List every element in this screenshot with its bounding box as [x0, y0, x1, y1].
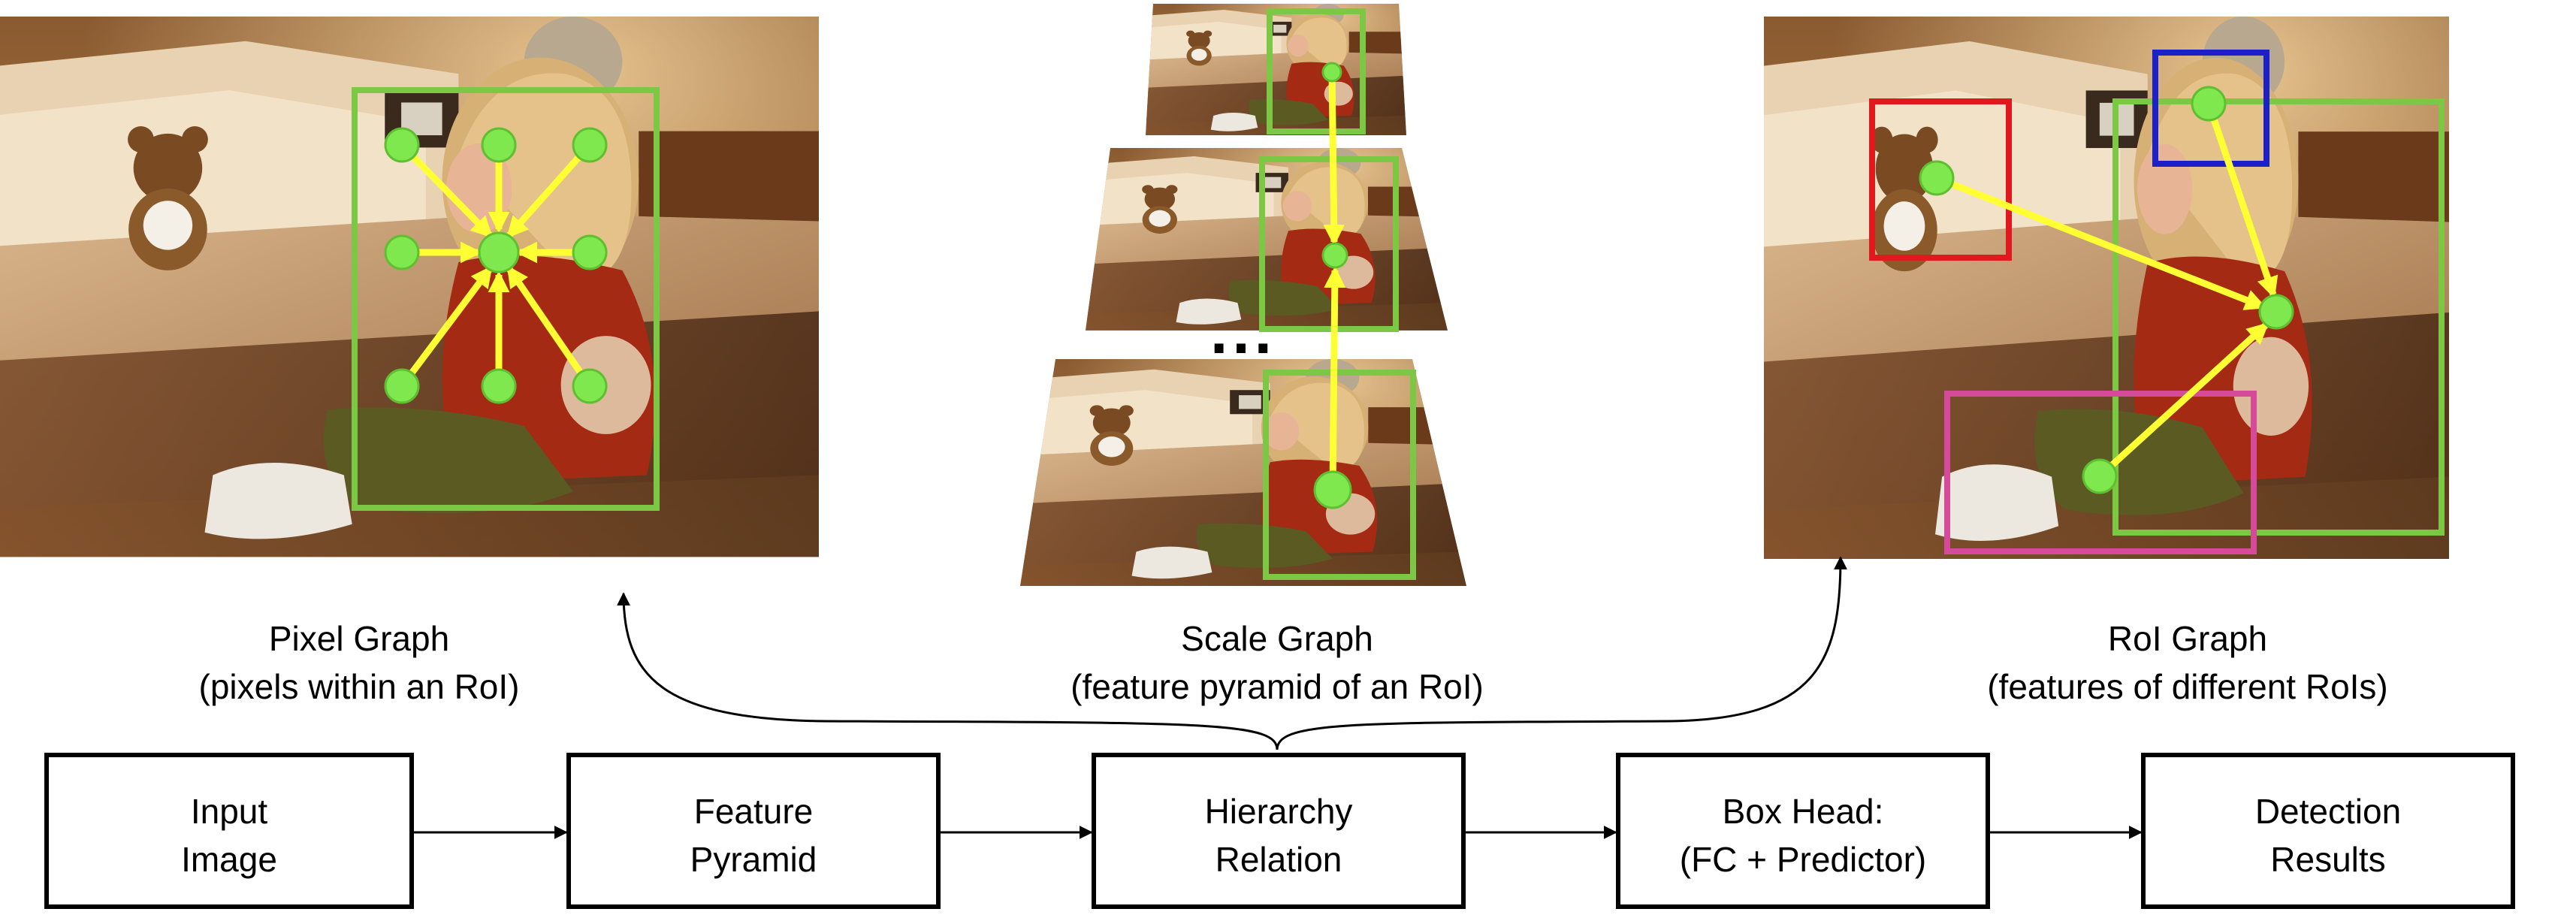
scale-node-bottom — [1313, 470, 1352, 509]
pixel-node — [384, 234, 420, 270]
pixel-graph-roi-box — [352, 87, 660, 511]
pipeline-step-label-line1: Feature — [694, 792, 814, 831]
pipeline-step-label-line1: Detection — [2255, 792, 2401, 831]
scale-roi-box-top — [1267, 8, 1366, 134]
pipeline-step-label-line2: (FC + Predictor) — [1680, 840, 1926, 879]
roi-box-legs — [1944, 391, 2257, 554]
pipeline-step-label-line1: Box Head: — [1723, 792, 1884, 831]
pixel-node — [572, 234, 608, 270]
scale-graph-title: Scale Graph — [1181, 619, 1373, 658]
scale-graph-arrows — [1323, 71, 1346, 491]
scale-roi-box-bottom — [1263, 370, 1416, 580]
pixel-graph-subtitle: (pixels within an RoI) — [199, 667, 520, 706]
roi-box-child — [2112, 98, 2445, 536]
pyramid-level-bottom — [1020, 359, 1466, 586]
pyramid-level-top — [1146, 4, 1406, 135]
roi-graph-title: RoI Graph — [2108, 619, 2267, 658]
roi-graph-arrows — [1935, 102, 2279, 479]
pixel-graph-photo — [0, 17, 819, 557]
pixel-node — [481, 368, 517, 404]
roi-graph-subtitle: (features of different RoIs) — [1987, 667, 2388, 706]
roi-box-clock — [2152, 50, 2269, 167]
connector-to-roi-graph — [1276, 556, 1847, 750]
pixel-graph-title: Pixel Graph — [269, 619, 449, 658]
pipeline-step-detection-results: Detection Results — [2141, 753, 2515, 909]
pixel-node-center — [478, 231, 520, 273]
pipeline-step-label-line2: Pyramid — [690, 840, 817, 879]
pipeline-step-box-head: Box Head: (FC + Predictor) — [1616, 753, 1990, 909]
pipeline-step-feature-pyramid: Feature Pyramid — [566, 753, 941, 909]
scale-node-top — [1321, 62, 1342, 83]
scale-graph-ellipsis: ... — [1210, 296, 1276, 367]
pixel-node — [572, 368, 608, 404]
pipeline: Input Image Feature Pyramid Hierarchy Re… — [44, 753, 2515, 909]
roi-node-legs — [2082, 458, 2118, 494]
pipeline-step-input-image: Input Image — [44, 753, 414, 909]
pixel-graph-panel: Pixel Graph (pixels within an RoI) — [0, 17, 819, 706]
pipeline-step-label-line2: Image — [181, 840, 277, 879]
scale-graph-subtitle: (feature pyramid of an RoI) — [1071, 667, 1484, 706]
pixel-graph-nodes — [384, 127, 608, 404]
roi-graph-nodes — [1919, 86, 2294, 494]
pixel-node — [481, 127, 517, 163]
pipeline-step-label-line2: Relation — [1216, 840, 1342, 879]
connector-to-pixel-graph — [617, 592, 1279, 750]
pipeline-step-label-line2: Results — [2270, 840, 2385, 879]
roi-node-teddy-bear — [1919, 160, 1955, 196]
pixel-node — [384, 127, 420, 163]
roi-node-clock — [2191, 86, 2227, 122]
roi-graph-panel: RoI Graph (features of different RoIs) — [1764, 17, 2449, 706]
pixel-node — [384, 368, 420, 404]
pixel-node — [572, 127, 608, 163]
scale-graph-panel: ... Scale Graph (feature pyramid of an R… — [1020, 4, 1484, 706]
pipeline-step-hierarchy-relation: Hierarchy Relation — [1092, 753, 1466, 909]
hierarchy-relation-connectors — [617, 556, 1847, 750]
scale-graph-nodes — [1313, 62, 1352, 509]
scale-node-middle — [1321, 242, 1348, 269]
scale-roi-box-middle — [1259, 156, 1399, 332]
roi-node-child — [2258, 294, 2294, 330]
pipeline-step-label-line1: Input — [191, 792, 268, 831]
roi-box-teddy-bear — [1869, 98, 2012, 261]
pipeline-step-label-line1: Hierarchy — [1205, 792, 1353, 831]
